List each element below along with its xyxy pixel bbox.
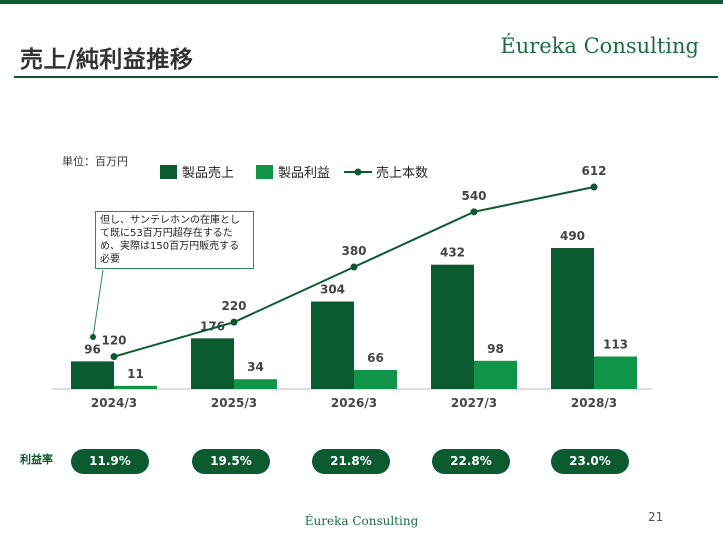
profit-margin-pill: 22.8% — [432, 449, 510, 474]
bar-sales-value: 304 — [320, 283, 345, 297]
unit-label: 単位：百万円 — [62, 154, 128, 168]
bar-profit-value: 98 — [487, 342, 504, 356]
legend-label-units: 売上本数 — [376, 165, 428, 181]
line-point-value: 612 — [581, 164, 606, 178]
bar-sales — [311, 301, 354, 389]
x-tick-label: 2028/3 — [571, 396, 617, 410]
x-tick-label: 2026/3 — [331, 396, 377, 410]
profit-margin-label: 利益率 — [20, 453, 53, 466]
bar-sales — [191, 338, 234, 389]
legend-swatch-sales — [160, 165, 177, 179]
line-point-value: 120 — [101, 334, 126, 348]
profit-margin-pill: 19.5% — [192, 449, 270, 474]
bar-profit — [114, 385, 157, 389]
x-tick-label: 2027/3 — [451, 396, 497, 410]
line-point — [470, 208, 478, 216]
bar-profit-value: 11 — [127, 367, 144, 381]
bar-profit — [594, 356, 637, 389]
profit-margin-pill: 23.0% — [551, 449, 629, 474]
profit-margin-pill: 11.9% — [71, 449, 149, 474]
line-point-value: 220 — [221, 299, 246, 313]
bar-profit — [354, 370, 397, 389]
title-divider — [14, 76, 718, 78]
top-accent-rule — [0, 0, 723, 4]
legend-label-profit: 製品利益 — [278, 166, 330, 181]
line-point — [590, 183, 598, 191]
page-number: 21 — [648, 510, 664, 524]
legend-marker-units — [354, 168, 362, 176]
annotation-pointer-line — [92, 269, 104, 338]
bar-profit-value: 66 — [367, 351, 384, 365]
bar-sales-value: 432 — [440, 246, 465, 260]
brand-logo: Éureka Consulting — [500, 34, 699, 58]
legend-swatch-profit — [256, 165, 273, 179]
line-point — [350, 263, 358, 271]
line-point-value: 380 — [341, 244, 366, 258]
line-point-value: 540 — [461, 189, 486, 203]
footer-brand: Éureka Consulting — [304, 514, 419, 528]
bar-sales-value: 490 — [560, 229, 585, 243]
bar-profit — [474, 360, 517, 389]
bar-sales — [551, 248, 594, 389]
annotation-callout: 但し、サンテレホンの在庫として既に53百万円超存在するため、実際は150百万円販… — [95, 211, 254, 269]
bar-profit-value: 113 — [603, 337, 628, 351]
bar-sales-value: 96 — [84, 342, 101, 356]
bar-sales — [71, 361, 114, 389]
legend-label-sales: 製品売上 — [182, 165, 234, 181]
bar-profit-value: 34 — [247, 360, 264, 374]
bar-profit — [234, 379, 277, 389]
bar-sales — [431, 264, 474, 389]
x-tick-label: 2024/3 — [91, 396, 137, 410]
line-point — [230, 318, 238, 326]
profit-margin-pill: 21.8% — [312, 449, 390, 474]
x-tick-label: 2025/3 — [211, 396, 257, 410]
annotation-pointer-dot — [90, 334, 96, 340]
page-title: 売上/純利益推移 — [20, 47, 194, 73]
line-point — [110, 353, 118, 361]
